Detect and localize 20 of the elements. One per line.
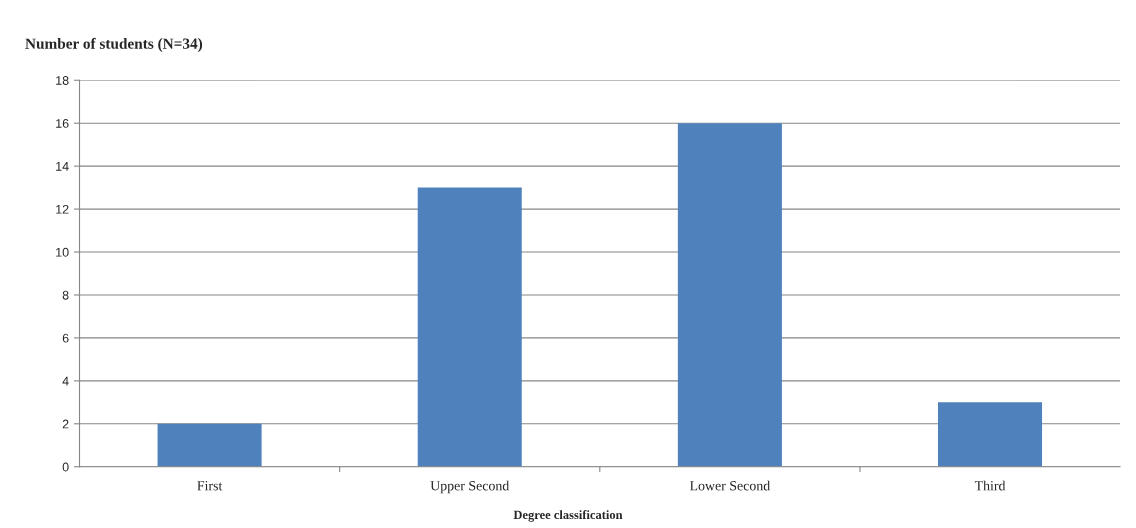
x-tick-label: First [197, 481, 223, 491]
y-tick-label: 4 [62, 376, 69, 386]
y-tick-label: 2 [62, 419, 69, 429]
y-tick-label: 8 [62, 290, 69, 300]
bar [938, 402, 1043, 467]
y-axis-title: Number of students (N=34) [25, 37, 203, 52]
y-tick-label: 12 [56, 204, 69, 214]
x-tick-label: Third [974, 480, 1006, 491]
y-tick-label: 10 [56, 247, 69, 257]
x-tick-label: Lower Second [689, 480, 771, 491]
y-tick-label: 14 [56, 162, 69, 171]
x-axis-title: Degree classification [513, 510, 623, 522]
bar [157, 423, 262, 467]
y-tick-label: 0 [62, 462, 69, 472]
y-tick-label: 18 [56, 76, 69, 85]
bar [417, 187, 522, 467]
bar [677, 123, 782, 467]
y-tick-label: 16 [56, 119, 69, 128]
y-tick-label: 6 [62, 333, 69, 343]
x-tick-label: Upper Second [430, 480, 510, 494]
